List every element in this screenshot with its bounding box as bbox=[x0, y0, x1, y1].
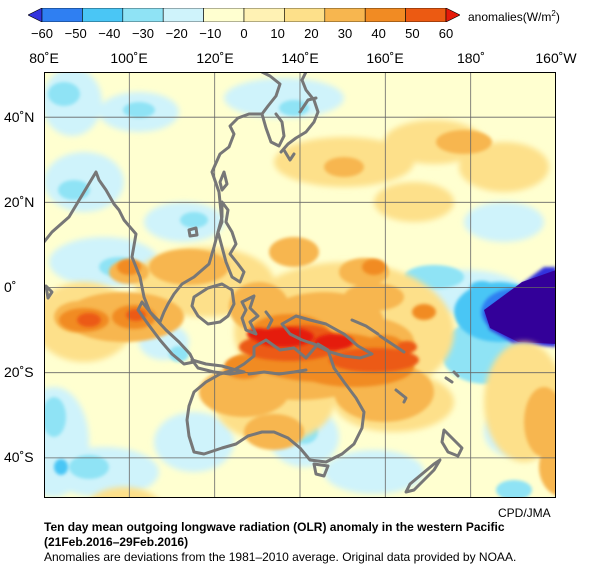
lat-label-40s: 40˚S bbox=[4, 449, 34, 465]
colorbar-tick-label: −10 bbox=[199, 26, 222, 41]
coastline-sumatra bbox=[136, 300, 196, 366]
lat-label-40n: 40˚N bbox=[4, 109, 35, 125]
colorbar-cell bbox=[284, 8, 326, 22]
colorbar-tick-label: −30 bbox=[131, 26, 155, 41]
coastline-moluccas bbox=[264, 310, 274, 330]
coastline-new-guinea bbox=[280, 314, 374, 360]
coastline-solomons bbox=[378, 334, 406, 354]
caption-note: Anomalies are deviations from the 1981–2… bbox=[44, 550, 517, 564]
colorbar-unit-label: anomalies(W/m2) bbox=[468, 9, 560, 24]
lon-label-100e: 100˚E bbox=[110, 50, 148, 66]
coastline-australia bbox=[185, 338, 366, 464]
caption-title: Ten day mean outgoing longwave radiation… bbox=[44, 520, 505, 534]
lon-label-140e: 140˚E bbox=[281, 50, 319, 66]
credit-label: CPD/JMA bbox=[498, 506, 551, 520]
coastline-philippines bbox=[216, 200, 246, 284]
colorbar bbox=[28, 8, 460, 22]
lon-label-180: 180˚ bbox=[456, 50, 486, 66]
caption-period: (21Feb.2016–29Feb.2016) bbox=[44, 535, 189, 549]
coastline-new-zealand-north bbox=[440, 428, 464, 458]
colorbar-cell bbox=[82, 8, 124, 22]
coastline-bismarck bbox=[350, 318, 380, 336]
anomaly-most-negative bbox=[484, 270, 556, 344]
colorbar-cell bbox=[122, 8, 164, 22]
lon-label-160e: 160˚E bbox=[366, 50, 404, 66]
coastline-new-zealand-south bbox=[404, 458, 442, 494]
coastline-tasmania bbox=[312, 462, 330, 478]
colorbar-cell bbox=[243, 8, 285, 22]
lon-label-160w: 160˚W bbox=[535, 50, 577, 66]
coastline-new-caledonia bbox=[394, 388, 408, 404]
coastline-java bbox=[190, 358, 246, 376]
coastline-asia bbox=[44, 72, 282, 324]
colorbar-cell bbox=[405, 8, 447, 22]
colorbar-cell bbox=[162, 8, 204, 22]
olr-anomaly-map bbox=[44, 72, 556, 498]
coastline-sri-lanka bbox=[44, 284, 54, 300]
coastlines bbox=[44, 72, 464, 494]
colorbar-tick-labels: −60 −50 −40 −30 −20 −10 0 10 20 30 40 50 60 bbox=[28, 26, 460, 42]
colorbar-tick-label: −20 bbox=[165, 26, 188, 41]
colorbar-cell bbox=[364, 8, 406, 22]
lat-label-20s: 20˚S bbox=[4, 364, 34, 380]
colorbar-tick-label: −40 bbox=[98, 26, 121, 41]
lon-label-80e: 80˚E bbox=[29, 50, 59, 66]
coastline-lesser-sunda bbox=[247, 368, 308, 376]
colorbar-end-high bbox=[445, 8, 460, 22]
colorbar-tick-label: 50 bbox=[405, 26, 420, 41]
colorbar-tick-label: 0 bbox=[240, 26, 248, 41]
lon-label-120e: 120˚E bbox=[196, 50, 234, 66]
map-frame bbox=[44, 72, 556, 498]
colorbar-tick-label: 40 bbox=[371, 26, 386, 41]
colorbar-tick-label: −60 bbox=[30, 26, 54, 41]
coastline-taiwan bbox=[218, 170, 229, 192]
coastline-japan-kyushu bbox=[282, 148, 296, 162]
lat-label-20n: 20˚N bbox=[4, 194, 35, 210]
coastline-borneo bbox=[190, 282, 236, 326]
colorbar-tick-label: 10 bbox=[270, 26, 285, 41]
graticule bbox=[44, 72, 556, 498]
coastline-sulawesi bbox=[240, 294, 260, 336]
colorbar-cell bbox=[41, 8, 83, 22]
coastline-japan-north bbox=[298, 96, 318, 114]
colorbar-tick-label: 30 bbox=[337, 26, 353, 41]
colorbar-tick-label: 20 bbox=[304, 26, 319, 41]
lat-label-0: 0˚ bbox=[4, 279, 17, 295]
colorbar-cell bbox=[324, 8, 366, 22]
colorbar-tick-label: 60 bbox=[438, 26, 454, 41]
colorbar-cells bbox=[28, 8, 460, 22]
colorbar-end-low bbox=[28, 8, 43, 22]
coastline-korea bbox=[260, 112, 286, 148]
coastline-japan bbox=[279, 72, 320, 154]
colorbar-cell bbox=[203, 8, 245, 22]
colorbar-tick-label: −50 bbox=[64, 26, 87, 41]
coastline-fiji bbox=[444, 370, 460, 384]
coastline-hainan bbox=[187, 226, 199, 238]
